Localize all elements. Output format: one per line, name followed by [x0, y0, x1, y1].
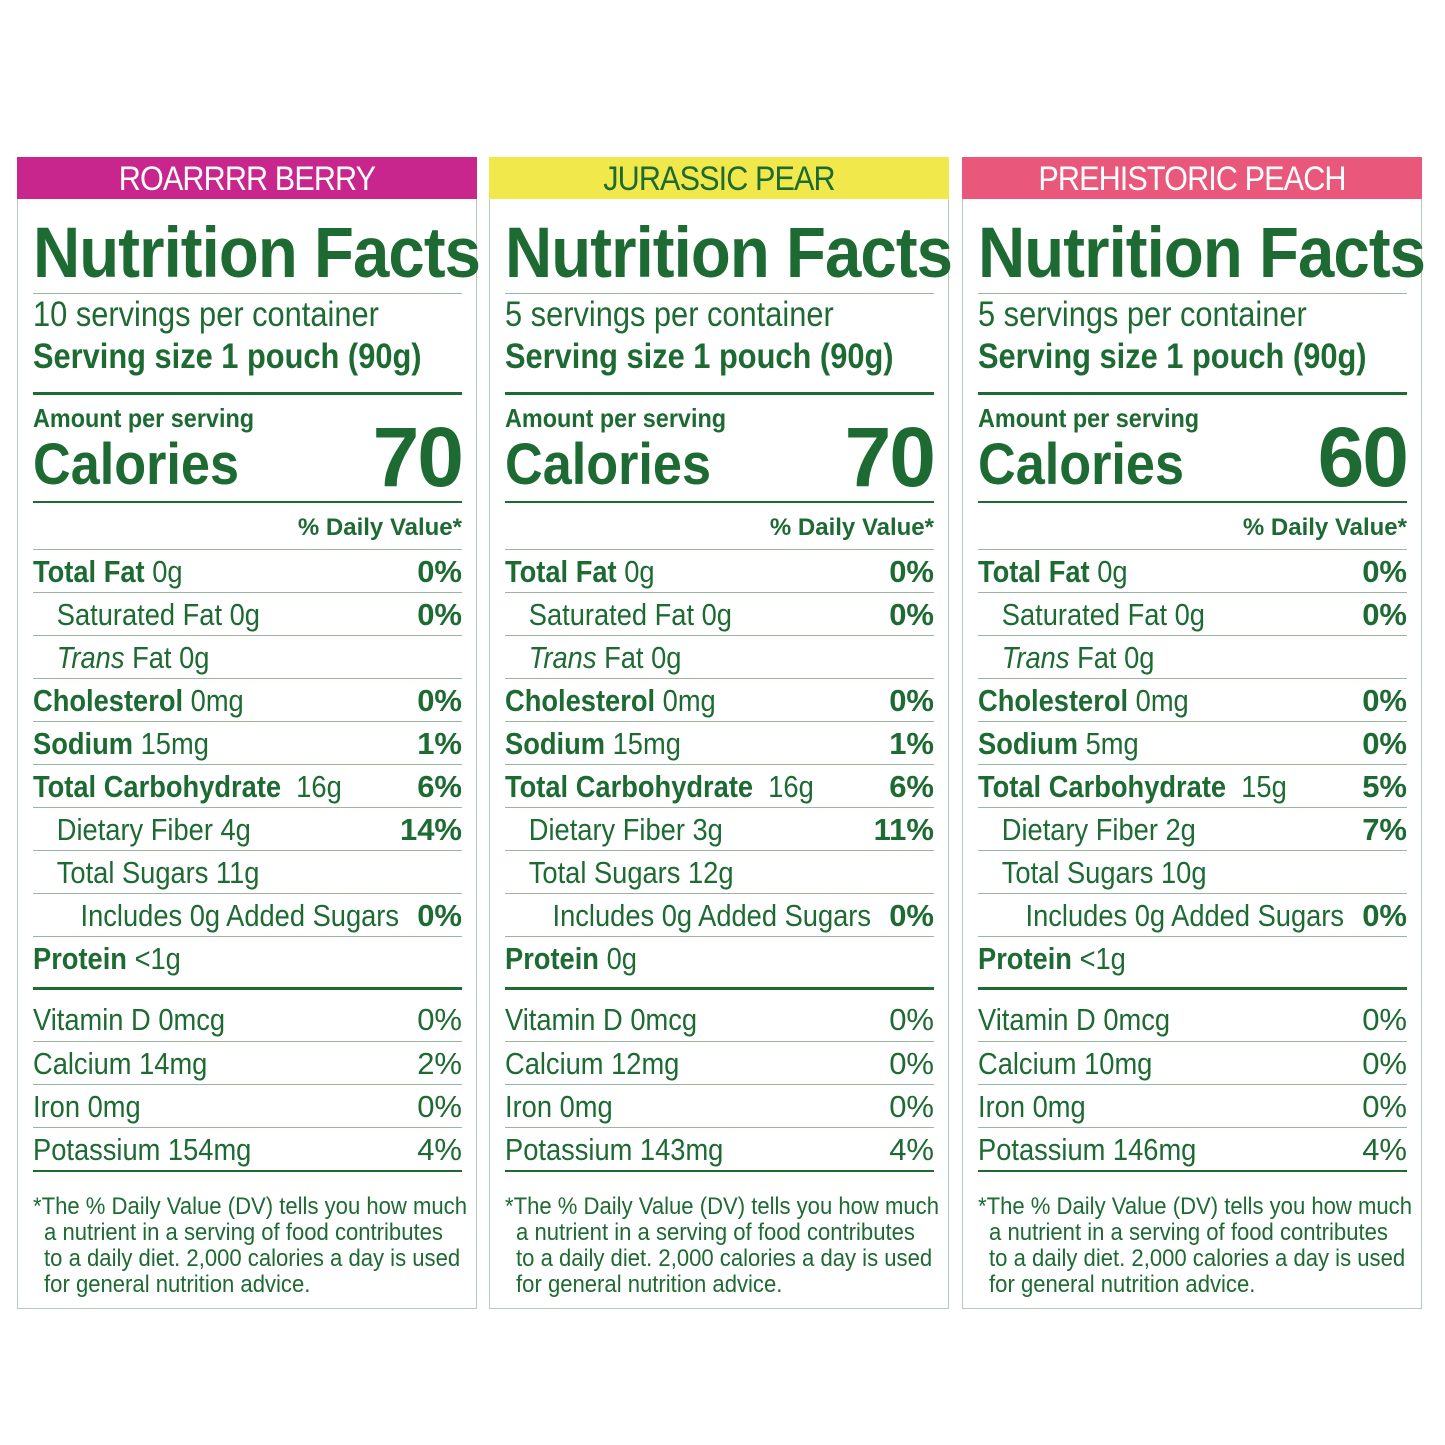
serving-size: Serving size 1 pouch (90g) — [33, 337, 422, 376]
calories-label: Calories — [33, 432, 240, 497]
label-title: Nutrition Facts — [33, 214, 481, 293]
row-added-sugars: Includes 0g Added Sugars 0% — [33, 893, 462, 936]
calories-label: Calories — [978, 432, 1185, 497]
row-total-fat: Total Fat 0g 0% — [33, 549, 462, 592]
footnote: *The % Daily Value (DV) tells you how mu… — [978, 1193, 1413, 1298]
nutrition-panel-pear: JURASSIC PEAR Nutrition Facts 5 servings… — [489, 157, 953, 1309]
row-total-sugars: Total Sugars 10g — [978, 850, 1407, 893]
row-cholesterol: Cholesterol 0mg 0% — [978, 678, 1407, 721]
nutrition-label: Nutrition Facts 5 servings per container… — [489, 199, 953, 1309]
row-total-fat: Total Fat 0g 0% — [505, 549, 934, 592]
row-added-sugars: Includes 0g Added Sugars 0% — [505, 893, 934, 936]
row-dietary-fiber: Dietary Fiber 2g 7% — [978, 807, 1407, 850]
row-protein: Protein 0g — [505, 936, 934, 979]
row-cholesterol: Cholesterol 0mg 0% — [505, 678, 934, 721]
amount-per-serving: Amount per serving — [33, 403, 255, 433]
row-cholesterol: Cholesterol 0mg 0% — [33, 678, 462, 721]
row-calcium: Calcium 12mg 0% — [505, 1041, 934, 1084]
flavor-name: JURASSIC PEAR — [603, 160, 835, 198]
row-iron: Iron 0mg 0% — [505, 1084, 934, 1127]
row-saturated-fat: Saturated Fat 0g 0% — [505, 592, 934, 635]
daily-value-header: % Daily Value* — [297, 514, 462, 541]
calories-value: 70 — [844, 410, 936, 504]
row-potassium: Potassium 143mg 4% — [505, 1127, 934, 1170]
row-dietary-fiber: Dietary Fiber 3g 11% — [505, 807, 934, 850]
row-sodium: Sodium 15mg 1% — [33, 721, 462, 764]
row-dietary-fiber: Dietary Fiber 4g 14% — [33, 807, 462, 850]
footnote: *The % Daily Value (DV) tells you how mu… — [33, 1193, 468, 1298]
row-vitamin-d: Vitamin D 0mcg 0% — [505, 1002, 934, 1037]
calories-label: Calories — [505, 432, 712, 497]
row-total-fat: Total Fat 0g 0% — [978, 549, 1407, 592]
calories-value: 60 — [1317, 410, 1409, 504]
flavor-name: ROARRRR BERRY — [118, 160, 376, 198]
row-trans-fat: Trans Fat 0g — [978, 635, 1407, 678]
row-total-carbohydrate: Total Carbohydrate 15g 5% — [978, 764, 1407, 807]
row-total-carbohydrate: Total Carbohydrate 16g 6% — [33, 764, 462, 807]
flavor-header: PREHISTORIC PEACH — [962, 157, 1422, 199]
row-trans-fat: Trans Fat 0g — [33, 635, 462, 678]
row-potassium: Potassium 154mg 4% — [33, 1127, 462, 1170]
row-total-sugars: Total Sugars 12g — [505, 850, 934, 893]
footnote: *The % Daily Value (DV) tells you how mu… — [505, 1193, 940, 1298]
servings-per-container: 5 servings per container — [978, 295, 1307, 334]
label-title: Nutrition Facts — [505, 214, 953, 293]
nutrition-panel-berry: ROARRRR BERRY Nutrition Facts 10 serving… — [17, 157, 481, 1309]
nutrition-label: Nutrition Facts 5 servings per container… — [962, 199, 1426, 1309]
row-iron: Iron 0mg 0% — [978, 1084, 1407, 1127]
row-trans-fat: Trans Fat 0g — [505, 635, 934, 678]
row-calcium: Calcium 14mg 2% — [33, 1041, 462, 1084]
daily-value-header: % Daily Value* — [769, 514, 934, 541]
row-iron: Iron 0mg 0% — [33, 1084, 462, 1127]
amount-per-serving: Amount per serving — [505, 403, 727, 433]
row-vitamin-d: Vitamin D 0mcg 0% — [978, 1002, 1407, 1037]
nutrition-label: Nutrition Facts 10 servings per containe… — [17, 199, 481, 1309]
row-total-sugars: Total Sugars 11g — [33, 850, 462, 893]
row-total-carbohydrate: Total Carbohydrate 16g 6% — [505, 764, 934, 807]
calories-block: Amount per serving Calories 70 — [505, 395, 936, 504]
row-added-sugars: Includes 0g Added Sugars 0% — [978, 893, 1407, 936]
row-saturated-fat: Saturated Fat 0g 0% — [978, 592, 1407, 635]
servings-per-container: 10 servings per container — [33, 295, 379, 334]
daily-value-header: % Daily Value* — [1242, 514, 1407, 541]
row-protein: Protein <1g — [978, 936, 1407, 979]
flavor-name: PREHISTORIC PEACH — [1038, 160, 1346, 198]
row-saturated-fat: Saturated Fat 0g 0% — [33, 592, 462, 635]
flavor-header: ROARRRR BERRY — [17, 157, 477, 199]
nutrition-panel-peach: PREHISTORIC PEACH Nutrition Facts 5 serv… — [962, 157, 1426, 1309]
row-calcium: Calcium 10mg 0% — [978, 1041, 1407, 1084]
row-sodium: Sodium 5mg 0% — [978, 721, 1407, 764]
calories-block: Amount per serving Calories 70 — [33, 395, 464, 504]
row-potassium: Potassium 146mg 4% — [978, 1127, 1407, 1170]
row-sodium: Sodium 15mg 1% — [505, 721, 934, 764]
flavor-header: JURASSIC PEAR — [489, 157, 949, 199]
row-protein: Protein <1g — [33, 936, 462, 979]
amount-per-serving: Amount per serving — [978, 403, 1200, 433]
calories-block: Amount per serving Calories 60 — [978, 395, 1409, 504]
row-vitamin-d: Vitamin D 0mcg 0% — [33, 1002, 462, 1037]
servings-per-container: 5 servings per container — [505, 295, 834, 334]
serving-size: Serving size 1 pouch (90g) — [978, 337, 1367, 376]
serving-size: Serving size 1 pouch (90g) — [505, 337, 894, 376]
calories-value: 70 — [372, 410, 464, 504]
label-title: Nutrition Facts — [978, 214, 1426, 293]
